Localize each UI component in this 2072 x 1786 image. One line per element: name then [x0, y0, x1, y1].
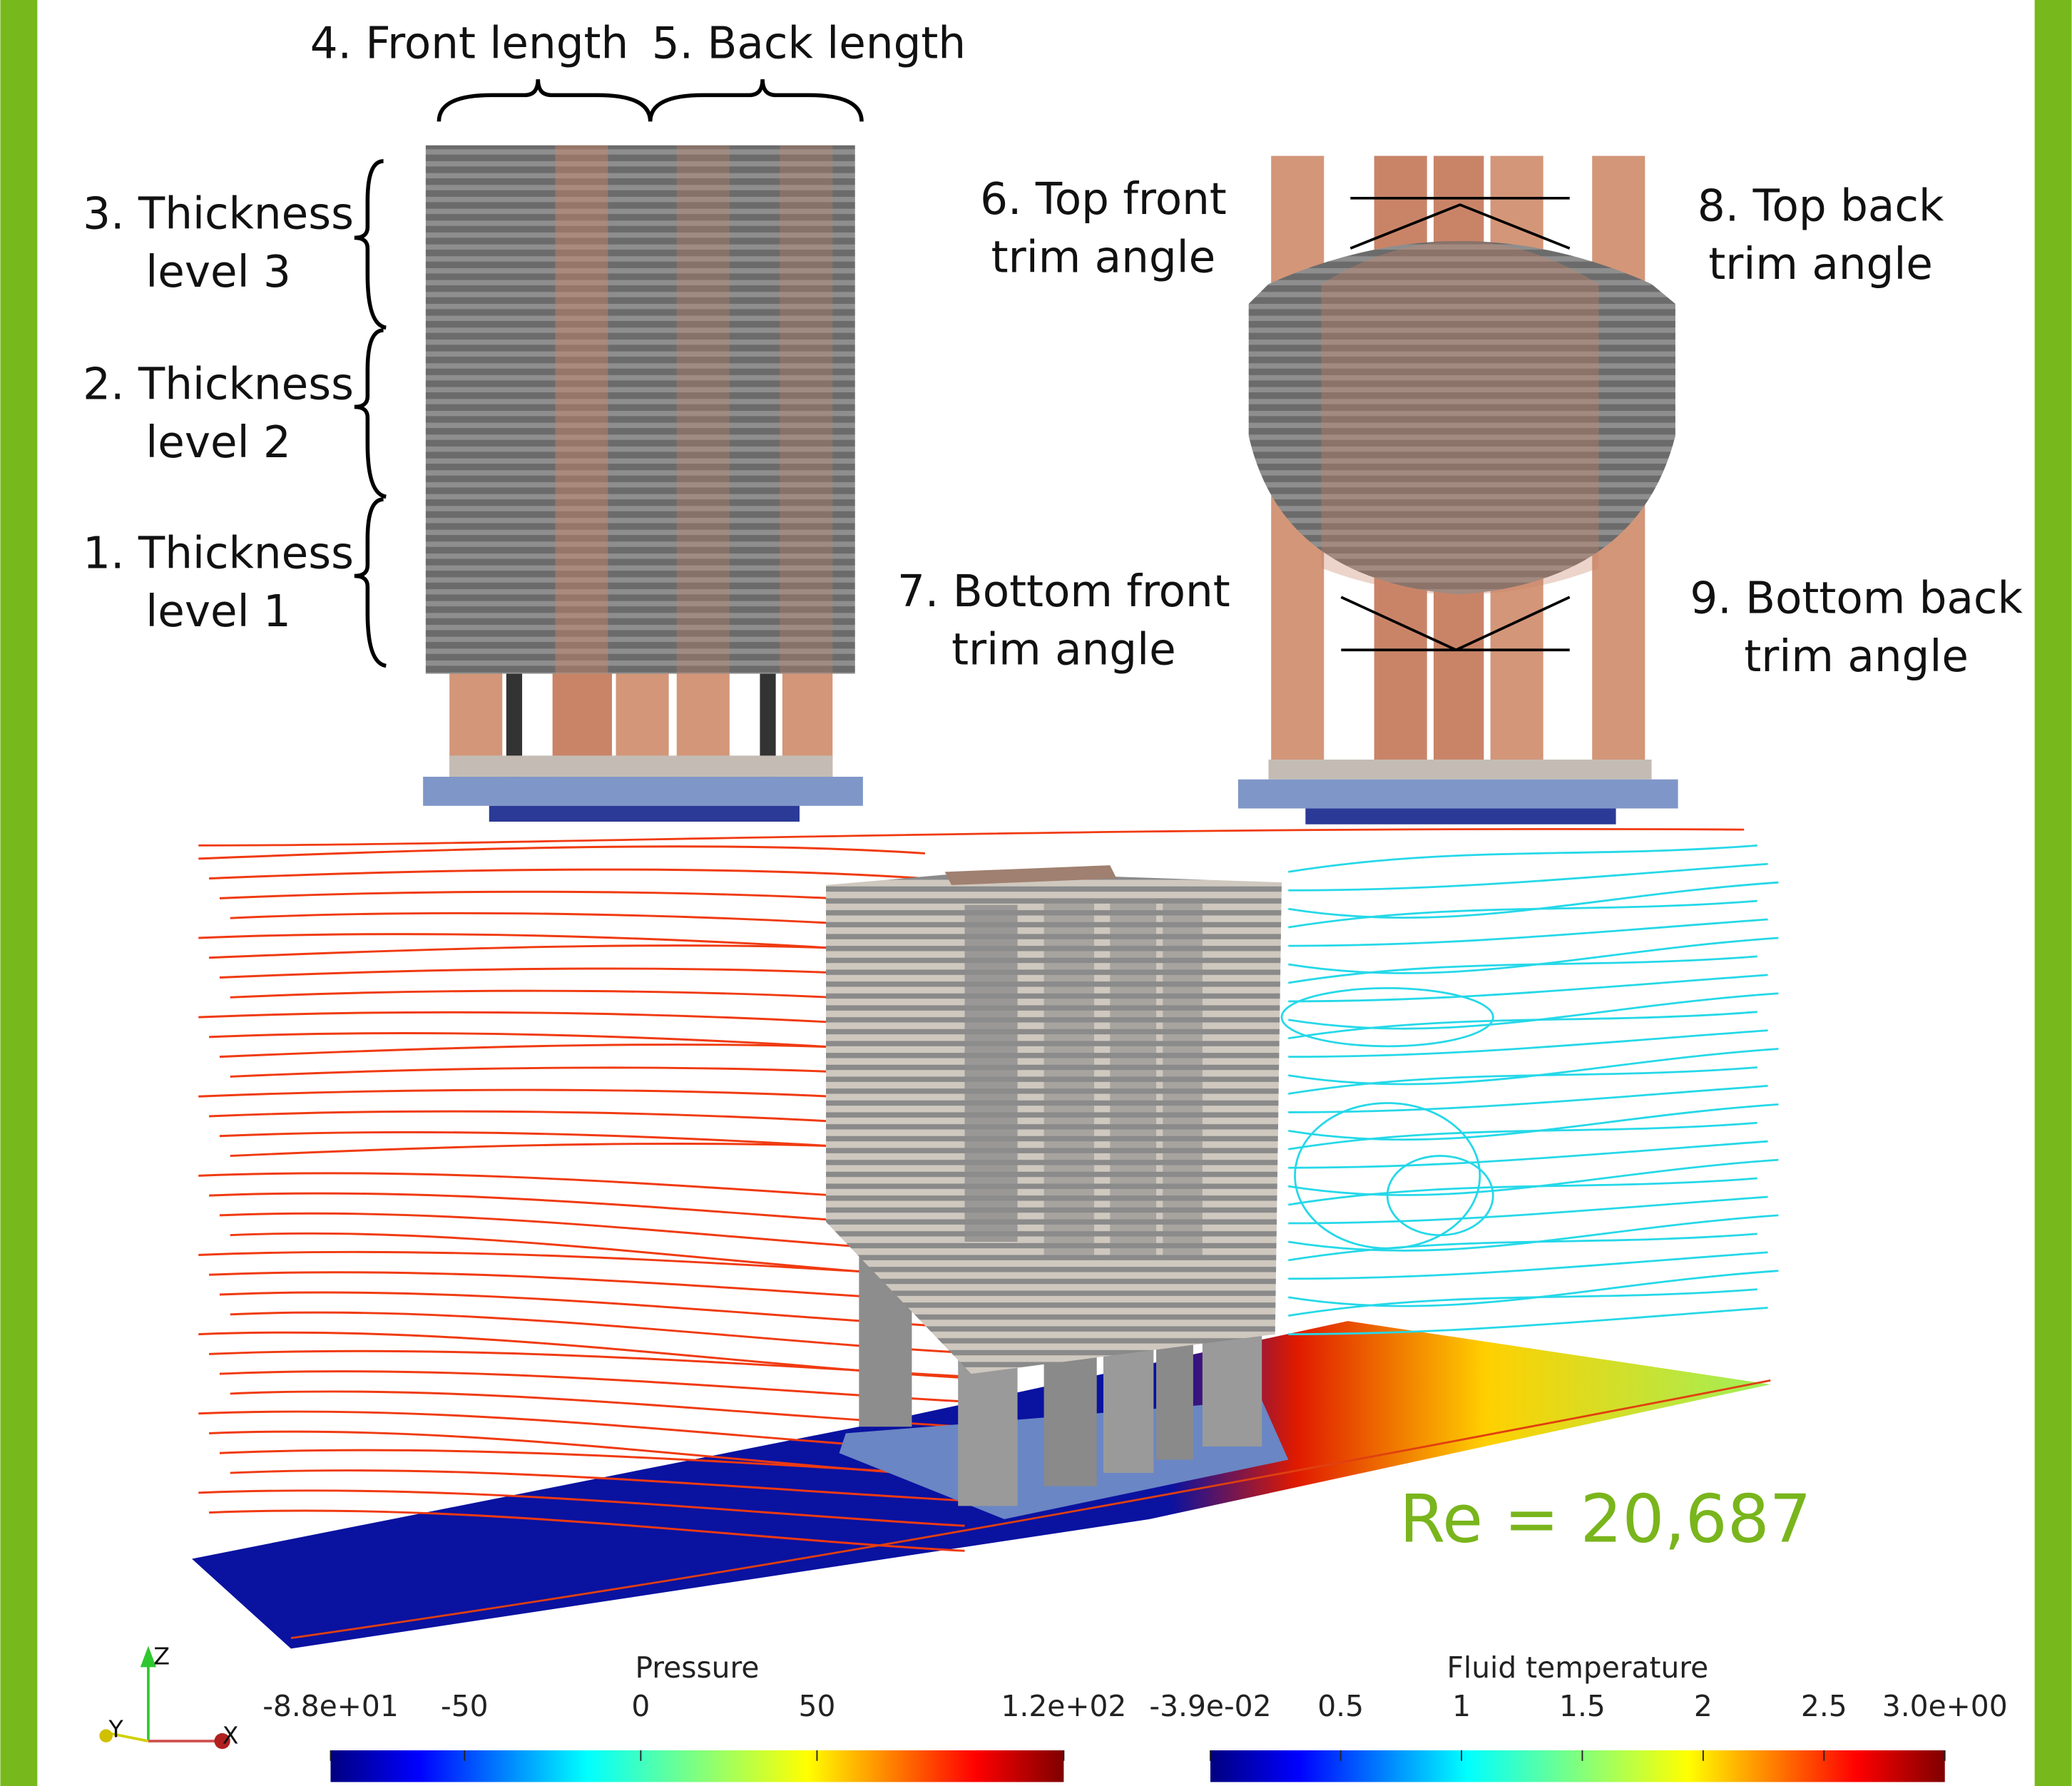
- streamline: [209, 1351, 964, 1377]
- reynolds-number: Re = 20,687: [1399, 1480, 1812, 1557]
- streamline: [1288, 1160, 1778, 1195]
- annotation-label: 8. Top back: [1698, 180, 1944, 231]
- annotation-label: level 1: [146, 586, 291, 637]
- streamline: [230, 991, 925, 1003]
- colorbar-tick-label: 50: [799, 1689, 836, 1723]
- streamline: [1288, 994, 1778, 1029]
- colorbar-tick-label: 1.2e+02: [1001, 1689, 1126, 1723]
- frame-left: [0, 0, 37, 1786]
- streamline: [198, 934, 925, 954]
- annotation-label: trim angle: [951, 625, 1176, 675]
- streamline: [1288, 1123, 1757, 1149]
- streamline: [230, 1143, 925, 1155]
- colorbar-tick-label: -8.8e+01: [262, 1689, 399, 1723]
- streamline: [1288, 956, 1757, 983]
- annotation-label: 4. Front length: [310, 18, 629, 68]
- figure: 4. Front length 5. Back length 3. Thicknes…: [0, 0, 2072, 1786]
- streamline: [220, 892, 925, 904]
- annotation-label: trim angle: [991, 233, 1216, 283]
- colorbar: [330, 1750, 1063, 1782]
- colorbar-title: Fluid temperature: [1446, 1650, 1708, 1685]
- colorbar-tick-label: -3.9e-02: [1149, 1689, 1271, 1723]
- annotation-label: 7. Bottom front: [897, 566, 1230, 617]
- streamline: [1288, 1141, 1767, 1168]
- streamline: [1288, 1049, 1778, 1085]
- annotation-label: 1. Thickness: [83, 528, 354, 578]
- axis-label: Z: [153, 1643, 170, 1670]
- streamline: [1288, 1104, 1778, 1140]
- streamline: [1288, 1234, 1757, 1260]
- streamline: [230, 1392, 965, 1427]
- frame-right: [2035, 0, 2072, 1786]
- streamline: [1288, 1086, 1767, 1112]
- streamline: [1288, 1252, 1767, 1279]
- streamline: [1288, 938, 1778, 974]
- annotation-label: level 2: [146, 417, 291, 468]
- streamline: [209, 1111, 925, 1127]
- streamline: [209, 1272, 964, 1302]
- streamline: [220, 1372, 965, 1402]
- streamline: [1288, 882, 1778, 918]
- streamline: [220, 1132, 925, 1152]
- streamline: [1288, 919, 1767, 946]
- annotation-label: 5. Back length: [652, 18, 966, 68]
- streamline: [198, 1012, 925, 1028]
- streamline: [1288, 901, 1757, 927]
- colorbar-tick-label: 1.5: [1559, 1689, 1606, 1723]
- colorbar-tick-label: -50: [441, 1689, 489, 1723]
- annotation-label: 9. Bottom back: [1690, 573, 2023, 623]
- streamline: [1288, 1290, 1757, 1316]
- streamline: [209, 869, 925, 879]
- streamline: [198, 1090, 925, 1102]
- colorbar-title: Pressure: [635, 1650, 759, 1685]
- streamline: [198, 829, 1744, 845]
- vortex: [1282, 988, 1493, 1046]
- colorbar-tick-label: 0.5: [1317, 1689, 1364, 1723]
- axis-label: X: [223, 1722, 239, 1750]
- colorbar-tick-label: 1: [1452, 1689, 1471, 1723]
- annotation-label: level 3: [146, 247, 291, 297]
- streamline: [1288, 1271, 1778, 1307]
- axis-label: Y: [108, 1715, 123, 1742]
- streamline: [1288, 864, 1767, 890]
- streamline: [1288, 1178, 1757, 1205]
- vortex: [1295, 1103, 1480, 1248]
- streamline: [209, 946, 925, 958]
- streamline: [198, 847, 925, 859]
- streamline: [220, 1045, 925, 1057]
- colorbar-tick-label: 2: [1694, 1689, 1713, 1723]
- streamline: [220, 1292, 965, 1327]
- streamline: [230, 1068, 925, 1077]
- streamline: [1288, 1197, 1767, 1223]
- annotation-label: 2. Thickness: [83, 359, 354, 409]
- annotation-label: 3. Thickness: [83, 188, 354, 239]
- streamline: [1288, 1031, 1767, 1057]
- streamline: [230, 913, 925, 929]
- streamline: [1288, 1067, 1757, 1093]
- annotation-label: 6. Top front: [980, 174, 1227, 225]
- heatsink-front-view: [354, 79, 863, 822]
- streamline: [209, 1033, 925, 1053]
- streamline: [1288, 1012, 1757, 1039]
- streamline: [220, 969, 925, 978]
- streamline: [1288, 845, 1757, 872]
- colorbar-tick-label: 2.5: [1801, 1689, 1847, 1723]
- streamline: [198, 1252, 964, 1277]
- annotation-label: trim angle: [1708, 239, 1933, 290]
- colorbar: [1210, 1750, 1945, 1782]
- colorbar-tick-label: 0: [631, 1689, 650, 1723]
- annotation-label: trim angle: [1744, 631, 1969, 682]
- colorbar-tick-label: 3.0e+00: [1882, 1689, 2008, 1723]
- heatsink-side-view: [1238, 156, 1678, 825]
